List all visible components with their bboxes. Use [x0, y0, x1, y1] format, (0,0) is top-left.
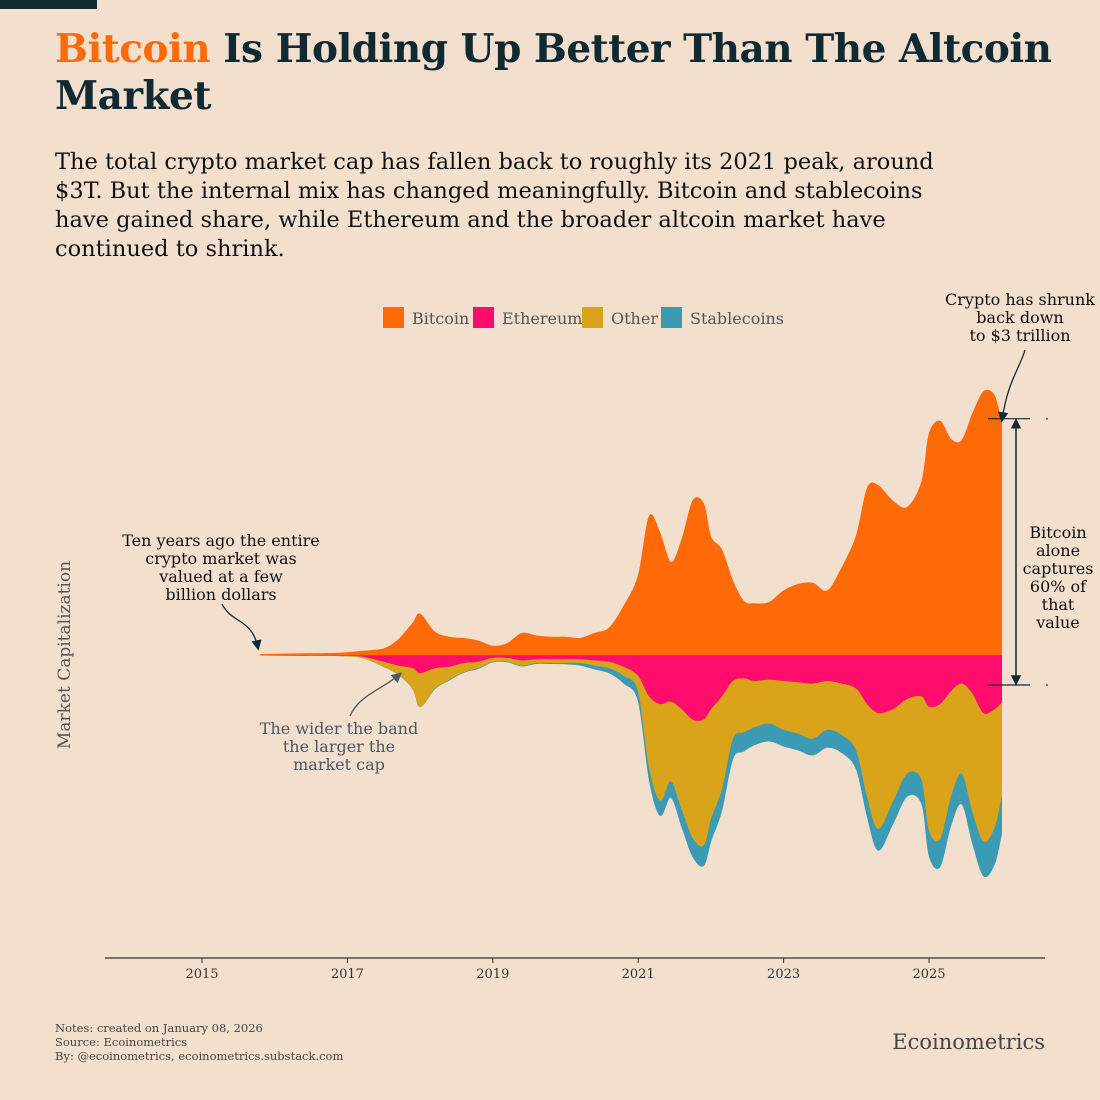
- stream-areas: [259, 389, 1002, 878]
- x-tick-label-2017: 2017: [331, 967, 364, 982]
- y-axis-label: Market Capitalization: [55, 561, 75, 749]
- arrow-shrunk: [998, 349, 1026, 423]
- annotation-wider-band: The wider the band the larger the market c…: [260, 719, 418, 774]
- arrow-ten-years-ago: [221, 603, 262, 651]
- legend-swatch-ethereum: [473, 307, 494, 328]
- x-tick-label-2023: 2023: [767, 967, 800, 982]
- x-tick-label-2019: 2019: [476, 967, 509, 982]
- chart-legend: Bitcoin Ethereum Other Stablecoins: [383, 307, 784, 328]
- bracket-dot-top: [1046, 417, 1048, 420]
- legend-label-stablecoins: Stablecoins: [690, 309, 784, 328]
- x-tick-label-2025: 2025: [912, 967, 945, 982]
- legend-label-ethereum: Ethereum: [502, 309, 582, 328]
- legend-label-other: Other: [611, 309, 658, 328]
- notes-source: Source: Ecoinometrics: [55, 1035, 188, 1049]
- corner-accent-bar: [0, 0, 97, 9]
- area-bitcoin: [259, 389, 1002, 656]
- title-accent-word: Bitcoin: [55, 26, 211, 72]
- chart-notes: Notes: created on January 08, 2026 Sourc…: [55, 1021, 343, 1063]
- notes-created: Notes: created on January 08, 2026: [55, 1021, 263, 1035]
- brand-name: Ecoinometrics: [892, 1030, 1045, 1054]
- annotation-ten-years-ago: Ten years ago the entire crypto market wa…: [122, 531, 320, 604]
- title-rest: Is Holding Up Better Than The Altcoin Ma…: [55, 26, 1052, 119]
- annotation-shrunk: Crypto has shrunk back down to $3 trillion: [945, 290, 1095, 345]
- page-title: Bitcoin Is Holding Up Better Than The Al…: [55, 26, 1065, 120]
- legend-swatch-other: [582, 307, 603, 328]
- bracket-dot-bottom: [1046, 684, 1048, 686]
- x-tick-label-2015: 2015: [185, 967, 218, 982]
- chart-annotations: Ten years ago the entire crypto market wa…: [122, 290, 1095, 774]
- x-axis: 2015 2017 2019 2021 2023 2025: [105, 957, 1045, 982]
- annotation-bitcoin-share: Bitcoin alone captures 60% of that value: [1023, 523, 1094, 632]
- legend-label-bitcoin: Bitcoin: [412, 309, 469, 328]
- legend-swatch-stablecoins: [661, 307, 682, 328]
- notes-by: By: @ecoinometrics, ecoinometrics.substa…: [55, 1049, 344, 1063]
- x-tick-label-2021: 2021: [622, 967, 655, 982]
- legend-swatch-bitcoin: [383, 307, 404, 328]
- arrow-wider-band: [349, 672, 402, 717]
- chart-subtitle: The total crypto market cap has fallen b…: [55, 149, 934, 262]
